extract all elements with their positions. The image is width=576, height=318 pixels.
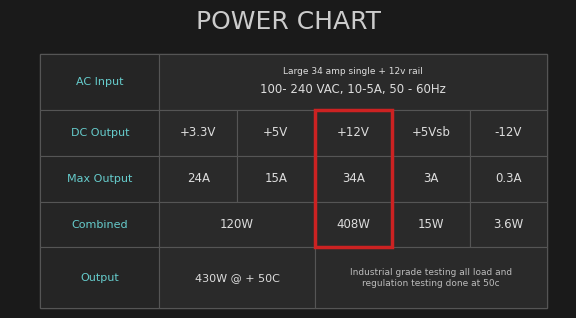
Text: 120W: 120W bbox=[220, 218, 254, 231]
Text: Combined: Combined bbox=[71, 219, 128, 230]
Text: +5Vsb: +5Vsb bbox=[411, 127, 450, 139]
Bar bbox=[237, 110, 314, 156]
Text: 408W: 408W bbox=[336, 218, 370, 231]
Bar bbox=[40, 247, 160, 308]
Text: +5V: +5V bbox=[263, 127, 289, 139]
Bar bbox=[392, 202, 469, 247]
Text: POWER CHART: POWER CHART bbox=[195, 10, 381, 34]
Text: Large 34 amp single + 12v rail: Large 34 amp single + 12v rail bbox=[283, 67, 423, 76]
Bar bbox=[314, 247, 547, 308]
Bar bbox=[160, 54, 547, 110]
Text: 0.3A: 0.3A bbox=[495, 172, 522, 185]
Bar bbox=[40, 110, 160, 156]
Text: 15A: 15A bbox=[264, 172, 287, 185]
Text: Max Output: Max Output bbox=[67, 174, 132, 184]
Text: 430W @ + 50C: 430W @ + 50C bbox=[195, 273, 279, 283]
Bar bbox=[314, 202, 392, 247]
Text: 100- 240 VAC, 10-5A, 50 - 60Hz: 100- 240 VAC, 10-5A, 50 - 60Hz bbox=[260, 83, 446, 96]
Bar bbox=[40, 156, 160, 202]
Bar bbox=[40, 54, 547, 308]
Text: Industrial grade testing all load and
regulation testing done at 50c: Industrial grade testing all load and re… bbox=[350, 268, 512, 288]
Bar bbox=[40, 54, 160, 110]
Text: 3A: 3A bbox=[423, 172, 438, 185]
Text: +3.3V: +3.3V bbox=[180, 127, 217, 139]
Bar bbox=[314, 156, 392, 202]
Bar bbox=[314, 110, 392, 247]
Text: 24A: 24A bbox=[187, 172, 210, 185]
Bar bbox=[160, 110, 237, 156]
Text: +12V: +12V bbox=[337, 127, 370, 139]
Bar bbox=[469, 156, 547, 202]
Text: 34A: 34A bbox=[342, 172, 365, 185]
Bar bbox=[392, 156, 469, 202]
Bar bbox=[40, 202, 160, 247]
Bar bbox=[314, 110, 392, 156]
Bar bbox=[160, 202, 314, 247]
Bar bbox=[392, 110, 469, 156]
Bar bbox=[160, 156, 237, 202]
Text: 15W: 15W bbox=[418, 218, 444, 231]
Bar bbox=[469, 110, 547, 156]
Bar bbox=[237, 156, 314, 202]
Bar bbox=[469, 202, 547, 247]
Text: DC Output: DC Output bbox=[71, 128, 129, 138]
Text: Output: Output bbox=[81, 273, 119, 283]
Text: -12V: -12V bbox=[495, 127, 522, 139]
Text: 3.6W: 3.6W bbox=[493, 218, 524, 231]
Bar bbox=[160, 247, 314, 308]
Text: AC Input: AC Input bbox=[76, 77, 124, 87]
